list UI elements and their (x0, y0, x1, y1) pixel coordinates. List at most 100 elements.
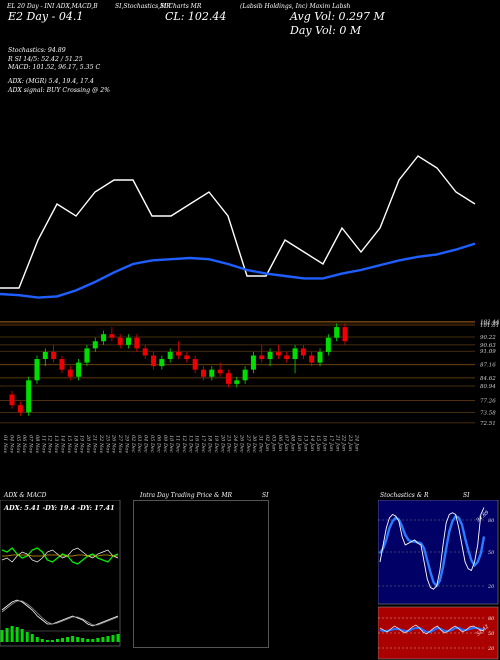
price-label: 90.22 (480, 335, 496, 341)
adx-value: ADX: (MGR) 5.4, 19.4, 17.4 (8, 78, 94, 85)
date-label: 13 Dec (187, 435, 193, 453)
candle-body (167, 351, 173, 360)
date-label: 21 Jan (334, 434, 340, 451)
candle-body (51, 351, 57, 360)
rsi-level-label: 20 (487, 646, 495, 652)
date-label: 15 Jan (315, 435, 321, 451)
stoch-panel-title: Stochastics & R (380, 492, 429, 499)
date-label: 12 Nov (47, 435, 53, 453)
date-label: 16 Dec (194, 435, 200, 453)
candle-body (192, 359, 198, 370)
price-label: 102.44 (480, 319, 500, 325)
date-label: 10 Dec (168, 435, 174, 453)
adx-minus-line (1, 547, 119, 563)
price-label: 101.61 (480, 323, 499, 329)
date-label: 12 Dec (181, 435, 187, 453)
header-seg1: EL 20 Day - INI ADX,MACD,B (7, 3, 98, 10)
date-label: 23 Jan (347, 434, 353, 451)
price-label: 73.58 (480, 411, 496, 417)
macd-histogram-bar (66, 637, 70, 642)
date-label: 04 Nov (8, 435, 14, 453)
date-label: 27 Nov (117, 434, 123, 453)
date-label: 13 Nov (53, 435, 59, 453)
date-label: 17 Jan (328, 435, 334, 451)
price-label: 90.63 (480, 343, 496, 349)
date-label: 26 Nov (111, 434, 117, 453)
macd-histogram-bar (96, 638, 100, 642)
macd-histogram-bar (111, 635, 115, 642)
date-label: 30 Dec (251, 435, 257, 453)
day-line: E2 Day - 04.1 (8, 10, 84, 23)
adx-values-text: ADX: 5.41 -DY: 19.4 -DY: 17.41 (3, 504, 115, 512)
candle-body (267, 351, 273, 360)
date-label: 15 Nov (66, 435, 72, 453)
macd-histogram-bar (20, 629, 24, 642)
candle-body (309, 355, 315, 363)
candle-body (9, 394, 15, 406)
date-label: 19 Dec (213, 435, 219, 453)
candle-body (59, 359, 65, 370)
day-volume: Day Vol: 0 M (290, 24, 362, 37)
date-label: 02 Dec (130, 435, 136, 453)
date-label: 26 Dec (238, 434, 244, 453)
date-label: 24 Dec (232, 434, 238, 453)
date-label: 18 Dec (207, 435, 213, 453)
date-label: 02 Jan (264, 435, 270, 451)
candle-body (225, 373, 231, 384)
candle-body (76, 362, 82, 377)
candle-body (284, 355, 290, 360)
candle-body (184, 355, 190, 360)
moving-average-line (0, 242, 476, 299)
candle-body (325, 337, 331, 352)
price-label: 87.16 (480, 363, 496, 369)
header-seg3: SI Charts MR (160, 3, 202, 10)
stoch-level-label: 50 (488, 550, 495, 556)
date-label: 11 Nov (40, 435, 46, 453)
candle-body (317, 351, 323, 363)
adx-signal: ADX signal: BUY Crossing @ 2% (8, 87, 111, 94)
date-label: 03 Dec (136, 435, 142, 453)
candle-body (176, 351, 181, 356)
macd-histogram-bar (45, 640, 49, 642)
date-label: 06 Jan (277, 435, 283, 451)
rsi-value: R SI 14/5: 52.42 / 51.25 (8, 56, 83, 63)
price-label: 72.51 (480, 421, 496, 427)
date-label: 14 Jan (309, 435, 315, 451)
macd-value: MACD: 101.52, 96.17, 5.35 C (8, 64, 101, 71)
stoch-k-line (379, 507, 485, 590)
candle-body (242, 369, 248, 381)
date-label: 20 Dec (219, 434, 225, 453)
adx-panel-frame (0, 500, 121, 647)
avg-volume: Avg Vol: 0.297 M (290, 10, 385, 23)
date-label: 10 Jan (296, 435, 302, 451)
macd-histogram-bar (101, 637, 105, 642)
macd-histogram-bar (106, 636, 110, 642)
candle-body (26, 380, 32, 413)
stoch-level-label: 80 (488, 518, 495, 524)
price-label: 84.62 (480, 376, 496, 382)
date-axis: 01 Nov 04 Nov 05 Nov 06 Nov 07 Nov 08 Nov 11 N… (2, 434, 360, 453)
candle-body (275, 351, 281, 356)
macd-histogram-bar (10, 626, 14, 642)
price-line (0, 155, 476, 289)
candle-body (109, 334, 115, 338)
adx-macd-panel: ADX: 5.41 -DY: 19.4 -DY: 17.41 (0, 500, 121, 647)
macd-histogram-bar (35, 637, 39, 642)
date-label: 08 Jan (290, 435, 296, 451)
macd-histogram-bar (61, 638, 65, 642)
date-label: 19 Nov (79, 435, 85, 453)
date-label: 14 Nov (60, 435, 66, 453)
rsi-level-label: 50 (488, 631, 495, 637)
macd-histogram-bar (91, 639, 95, 642)
price-label: 91.09 (480, 349, 496, 355)
date-label: 06 Dec (155, 435, 161, 453)
candle-body (200, 369, 206, 377)
rsi-level-label: 80 (488, 616, 495, 622)
macd-histogram-bar (5, 628, 9, 642)
candle-body (42, 351, 48, 360)
date-label: 03 Jan (270, 435, 276, 451)
macd-histogram-bar (40, 639, 44, 642)
candle-body (292, 348, 298, 360)
candle-body (234, 380, 240, 384)
date-label: 04 Dec (143, 435, 149, 453)
